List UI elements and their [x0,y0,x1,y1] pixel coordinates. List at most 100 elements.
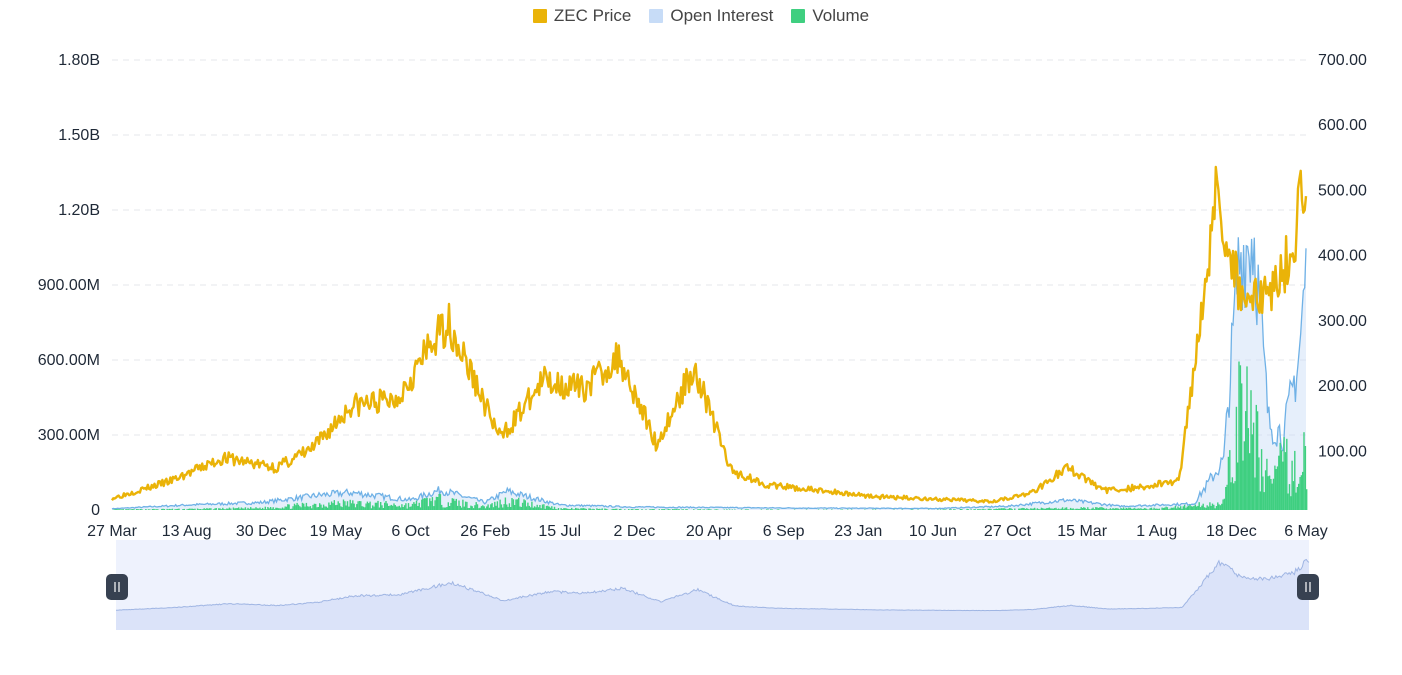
volume-bar [1018,508,1020,510]
volume-bar [1150,507,1153,510]
volume-bar [260,509,262,510]
volume-bar [823,509,825,510]
volume-bar [1168,509,1170,510]
volume-bar [288,504,290,510]
volume-bar [413,502,415,510]
legend-item-open-interest[interactable]: Open Interest [649,6,773,26]
volume-bar [1073,509,1076,510]
volume-bar [337,501,339,510]
volume-bar [1003,508,1005,510]
volume-bar [1125,507,1127,510]
volume-bar [746,509,748,510]
volume-bar [333,500,335,510]
volume-bar [612,508,614,510]
volume-bar [953,509,955,510]
volume-bar [734,509,736,510]
volume-bar [340,506,342,510]
volume-bar [1079,508,1081,510]
volume-bar [431,497,434,510]
volume-bar [666,509,668,510]
navigator-line [116,558,1310,612]
volume-bar [634,509,637,510]
volume-bar [449,506,451,510]
volume-bar [1283,437,1285,510]
price-layer [110,165,1308,504]
open-interest-area [112,237,1306,511]
volume-bar [1069,507,1072,510]
volume-bar [1182,506,1184,510]
volume-bar [539,505,541,510]
navigator-handle-left[interactable] [106,574,128,600]
handle-body [106,574,128,600]
volume-bar [441,504,443,510]
volume-bar [346,501,349,510]
volume-bar [776,509,779,510]
range-navigator[interactable] [106,540,1319,630]
volume-bar [250,507,252,510]
volume-bar [454,500,456,510]
volume-bar [1034,507,1036,510]
volume-bar [334,505,337,510]
volume-bar [403,505,406,510]
legend-item-volume[interactable]: Volume [791,6,869,26]
volume-bar [1256,411,1259,510]
volume-bar [581,508,583,510]
x-tick-label: 13 Aug [162,523,212,540]
volume-bar [1267,476,1269,510]
volume-bar [514,505,516,510]
volume-bar [585,508,587,510]
volume-bar [1213,504,1215,510]
volume-bar [1263,492,1265,510]
volume-bar [1158,508,1161,510]
volume-bar [1136,508,1138,510]
volume-bar [1174,506,1177,510]
volume-bar [311,508,313,510]
volume-bar [1299,477,1301,510]
volume-bar [425,498,427,510]
volume-bar [1010,508,1012,510]
volume-bar [1292,481,1295,510]
legend-item-price[interactable]: ZEC Price [532,6,631,26]
volume-bar [177,508,179,510]
volume-bar [238,507,240,510]
volume-bar [1130,508,1133,510]
volume-bar [1011,509,1013,510]
navigator-handle-right[interactable] [1297,574,1319,600]
volume-bar [1304,446,1307,510]
volume-bar [1237,462,1239,510]
volume-bar [248,508,250,510]
volume-bar [1243,441,1245,510]
volume-bar [1120,508,1122,510]
volume-bar [210,508,212,510]
volume-bar [174,509,176,510]
volume-bar [1198,502,1200,510]
volume-bar [455,498,457,510]
volume-bar [760,509,763,510]
volume-bar [283,508,285,510]
volume-bar [385,501,387,510]
volume-bar [182,509,184,510]
volume-bar [661,509,663,510]
volume-bar [1258,457,1260,510]
volume-bar [1126,508,1129,510]
y-left-tick-label: 1.50B [58,127,100,144]
volume-bar [910,509,913,510]
volume-bar [1121,508,1123,510]
volume-bar [1205,507,1207,510]
x-tick-label: 20 Apr [686,523,733,540]
volume-bar [475,502,477,510]
volume-bar [329,504,331,510]
x-tick-label: 30 Dec [236,523,287,540]
volume-bar [1249,453,1251,510]
volume-bar [399,507,402,510]
volume-bar [715,509,717,510]
volume-bar [1225,487,1227,510]
volume-bar [1081,508,1084,510]
volume-bar [1153,507,1155,510]
volume-bar [244,507,247,510]
volume-bar [508,503,511,510]
volume-bar [1219,505,1222,510]
volume-bar [161,508,163,510]
y-right-tick-label: 400.00 [1318,248,1367,265]
volume-bar [529,507,532,510]
